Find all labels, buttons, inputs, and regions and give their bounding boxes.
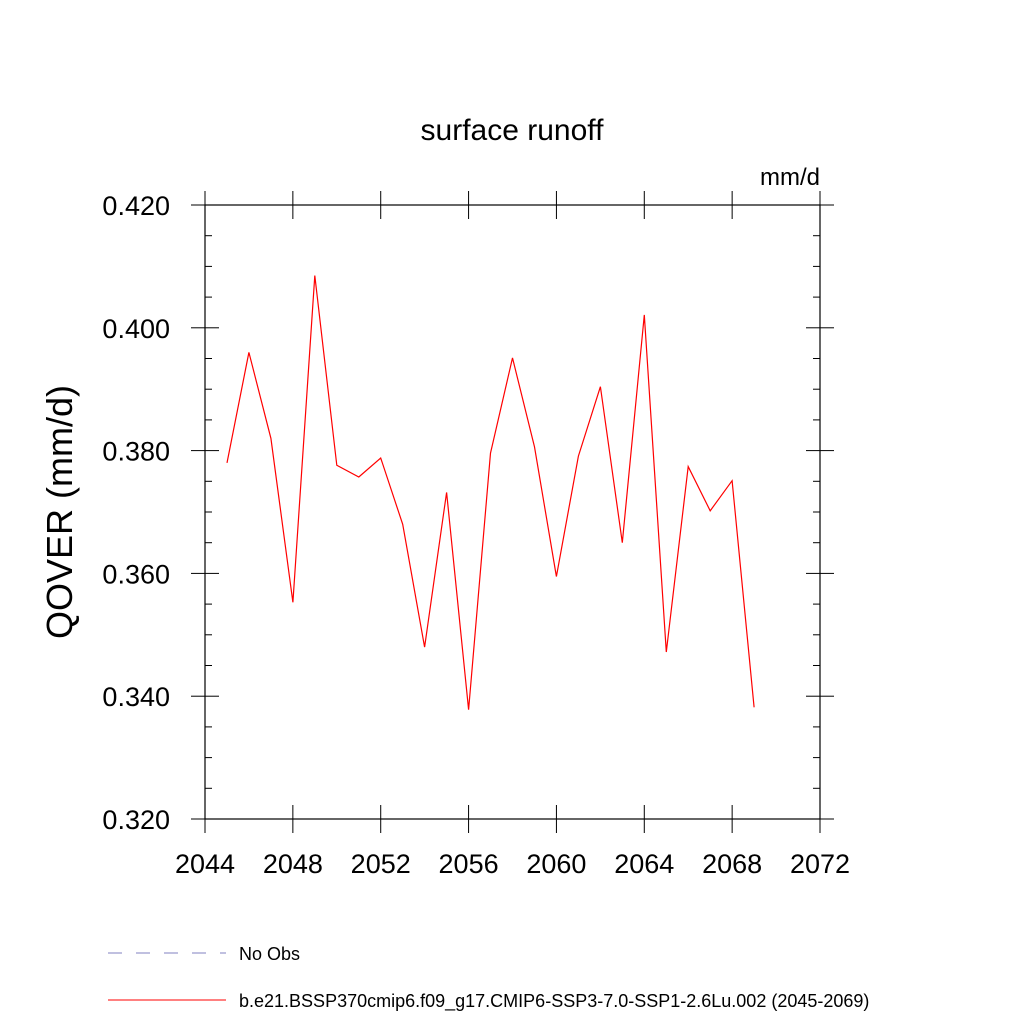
x-tick-label: 2048 [263,849,323,879]
y-tick-label: 0.360 [102,559,170,589]
y-tick-label: 0.420 [102,191,170,221]
x-tick-label: 2060 [526,849,586,879]
x-tick-label: 2072 [790,849,850,879]
legend-label-0: No Obs [239,944,300,964]
y-tick-label: 0.320 [102,805,170,835]
y-tick-label: 0.380 [102,437,170,467]
y-axis-label: QOVER (mm/d) [39,385,80,639]
x-tick-label: 2064 [614,849,674,879]
series-line-0 [226,275,755,710]
x-tick-label: 2056 [439,849,499,879]
x-tick-label: 2068 [702,849,762,879]
legend-label-1: b.e21.BSSP370cmip6.f09_g17.CMIP6-SSP3-7.… [239,991,869,1012]
x-tick-label: 2044 [175,849,235,879]
plot-frame [204,204,821,820]
x-tick-label: 2052 [351,849,411,879]
y-tick-label: 0.400 [102,314,170,344]
y-tick-label: 0.340 [102,682,170,712]
units-label: mm/d [760,164,820,191]
chart-title: surface runoff [421,114,605,147]
